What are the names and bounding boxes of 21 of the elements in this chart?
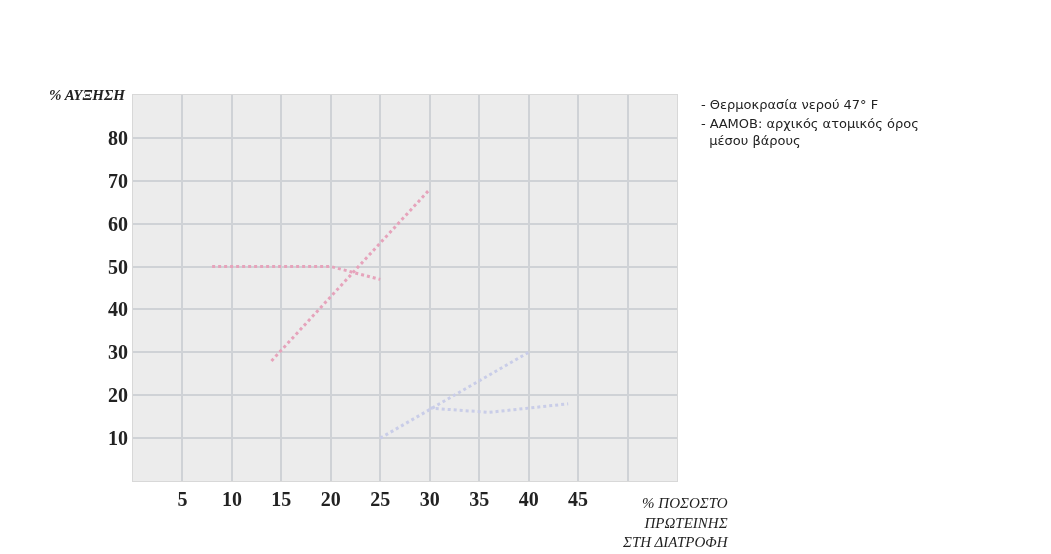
x-tick-label: 40 bbox=[518, 488, 539, 510]
text: - ΑΑΜΟΒ: αρχικός ατομικός όρος μέσου βάρους bbox=[701, 116, 919, 148]
x-tick-label: 5 bbox=[177, 488, 188, 510]
y-tick-label: 30 bbox=[108, 341, 128, 364]
x-tick-label: 35 bbox=[469, 488, 490, 510]
text: - Θερμοκρασία νερού 47° F bbox=[701, 97, 879, 112]
y-tick-label: 20 bbox=[108, 384, 128, 407]
y-tick-label: 60 bbox=[108, 212, 128, 235]
x-tick-label: 15 bbox=[271, 488, 292, 510]
x-tick-label: 30 bbox=[419, 488, 440, 510]
y-tick-label: 70 bbox=[108, 169, 128, 192]
y-tick-label: 50 bbox=[108, 255, 128, 278]
x-tick-label: 20 bbox=[320, 488, 341, 510]
x-axis-title: % ΠΟΣΟΣΤΟ ΠΡΩΤΕΙΝΗΣ ΣΤΗ ΔΙΑΤΡΟΦΗ bbox=[622, 495, 729, 550]
x-tick-label: 10 bbox=[221, 488, 242, 510]
x-tick-label: 25 bbox=[370, 488, 391, 510]
y-tick-label: 10 bbox=[108, 427, 128, 450]
y-axis-title: % ΑΥΞΗΣΗ bbox=[49, 87, 127, 103]
y-tick-label: 40 bbox=[108, 298, 128, 321]
y-tick-label: 80 bbox=[108, 126, 128, 149]
x-tick-label: 45 bbox=[568, 488, 589, 510]
